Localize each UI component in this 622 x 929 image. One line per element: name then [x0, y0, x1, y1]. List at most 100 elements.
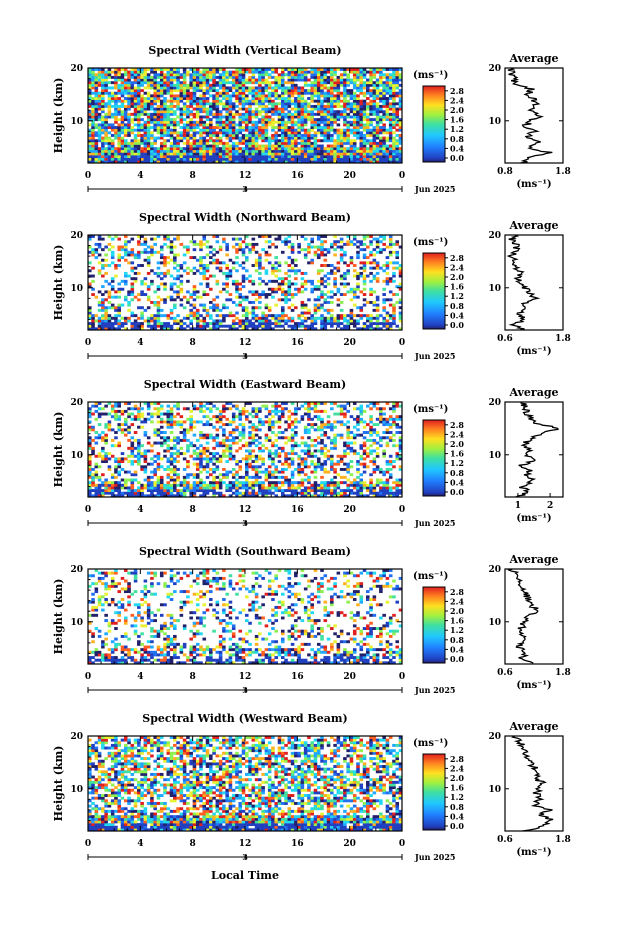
heatmap-cell: [225, 248, 229, 252]
heatmap-cell: [346, 104, 350, 108]
heatmap-cell: [117, 314, 122, 318]
heatmap-cell: [235, 75, 239, 79]
heatmap-cell: [101, 293, 105, 296]
heatmap-cell: [150, 444, 154, 448]
heatmap-cell: [104, 460, 108, 463]
heatmap-cell: [290, 269, 295, 273]
heatmap-cell: [202, 237, 207, 241]
heatmap-cell: [163, 68, 167, 71]
avg-x-tick-label: 0.6: [497, 334, 513, 344]
heatmap-cell: [362, 303, 367, 307]
heatmap-cell: [235, 81, 239, 85]
heatmap-cell: [107, 144, 112, 148]
heatmap-cell: [153, 314, 157, 318]
heatmap-cell: [159, 120, 164, 124]
heatmap-cell: [323, 298, 328, 302]
heatmap-cell: [284, 240, 288, 244]
heatmap-cell: [189, 293, 193, 296]
heatmap-cell: [127, 149, 131, 153]
heatmap-cell: [91, 473, 95, 477]
heatmap-cell: [120, 94, 125, 98]
heatmap-cell: [300, 123, 305, 127]
heatmap-cell: [88, 149, 92, 153]
heatmap-cell: [94, 319, 99, 323]
heatmap-cell: [398, 298, 403, 302]
heatmap-cell: [169, 144, 174, 148]
heatmap-cell: [225, 81, 229, 85]
heatmap-cell: [258, 131, 262, 135]
heatmap-cell: [346, 139, 350, 143]
heatmap-cell: [392, 73, 396, 77]
heatmap-cell: [284, 261, 288, 265]
heatmap-cell: [245, 157, 249, 161]
heatmap-cell: [258, 112, 262, 116]
heatmap-cell: [241, 295, 246, 299]
heatmap-cell: [248, 300, 252, 304]
heatmap-cell: [248, 152, 252, 156]
heatmap-cell: [310, 73, 314, 77]
heatmap-cell: [182, 97, 187, 100]
heatmap-cell: [372, 290, 377, 294]
heatmap-cell: [153, 402, 157, 405]
heatmap-cell: [228, 311, 233, 315]
heatmap-cell: [212, 86, 216, 90]
heatmap-cell: [199, 266, 203, 270]
heatmap-cell: [176, 136, 180, 140]
heatmap-cell: [388, 316, 393, 320]
heatmap-cell: [398, 83, 403, 87]
heatmap-cell: [362, 141, 367, 145]
heatmap-cell: [388, 131, 393, 135]
heatmap-cell: [356, 73, 360, 77]
heatmap-cell: [153, 83, 157, 87]
heatmap-cell: [385, 81, 390, 85]
heatmap-cell: [300, 157, 305, 161]
heatmap-cell: [156, 319, 161, 323]
heatmap-cell: [300, 70, 305, 74]
heatmap-cell: [379, 327, 383, 331]
heatmap-cell: [159, 73, 164, 77]
heatmap-cell: [352, 152, 357, 156]
heatmap-cell: [330, 83, 334, 87]
heatmap-cell: [385, 327, 390, 331]
heatmap-cell: [277, 264, 282, 267]
heatmap-cell: [153, 139, 157, 143]
heatmap-cell: [143, 144, 148, 148]
heatmap-cell: [104, 436, 108, 440]
heatmap-cell: [330, 73, 334, 77]
heatmap-cell: [359, 73, 364, 77]
heatmap-cell: [107, 112, 112, 116]
heatmap-cell: [241, 157, 246, 161]
heatmap-cell: [225, 144, 229, 148]
heatmap-cell: [173, 75, 177, 79]
heatmap-cell: [202, 147, 207, 151]
heatmap-cell: [202, 274, 207, 278]
heatmap-cell: [254, 157, 259, 161]
heatmap-cell: [375, 245, 380, 249]
heatmap-cell: [303, 141, 308, 145]
heatmap-cell: [215, 118, 220, 122]
heatmap-cell: [382, 242, 386, 246]
heatmap-cell: [313, 160, 318, 164]
heatmap-cell: [97, 308, 102, 312]
heatmap-cell: [218, 160, 223, 164]
heatmap-cell: [199, 73, 203, 77]
heatmap-cell: [303, 104, 308, 108]
heatmap-cell: [330, 269, 334, 273]
heatmap-cell: [388, 147, 393, 151]
heatmap-cell: [123, 322, 128, 326]
heatmap-cell: [215, 81, 220, 85]
heatmap-cell: [231, 314, 236, 318]
heatmap-cell: [343, 253, 347, 257]
heatmap-cell: [212, 81, 216, 85]
heatmap-cell: [110, 147, 115, 151]
heatmap-cell: [290, 248, 295, 252]
heatmap-cell: [336, 303, 341, 307]
heatmap-cell: [333, 110, 337, 114]
heatmap-cell: [385, 86, 390, 90]
heatmap-cell: [245, 141, 249, 145]
heatmap-cell: [146, 481, 151, 485]
heatmap-cell: [91, 133, 95, 137]
heatmap-cell: [385, 277, 390, 281]
heatmap-cell: [238, 81, 243, 85]
heatmap-cell: [277, 277, 282, 281]
